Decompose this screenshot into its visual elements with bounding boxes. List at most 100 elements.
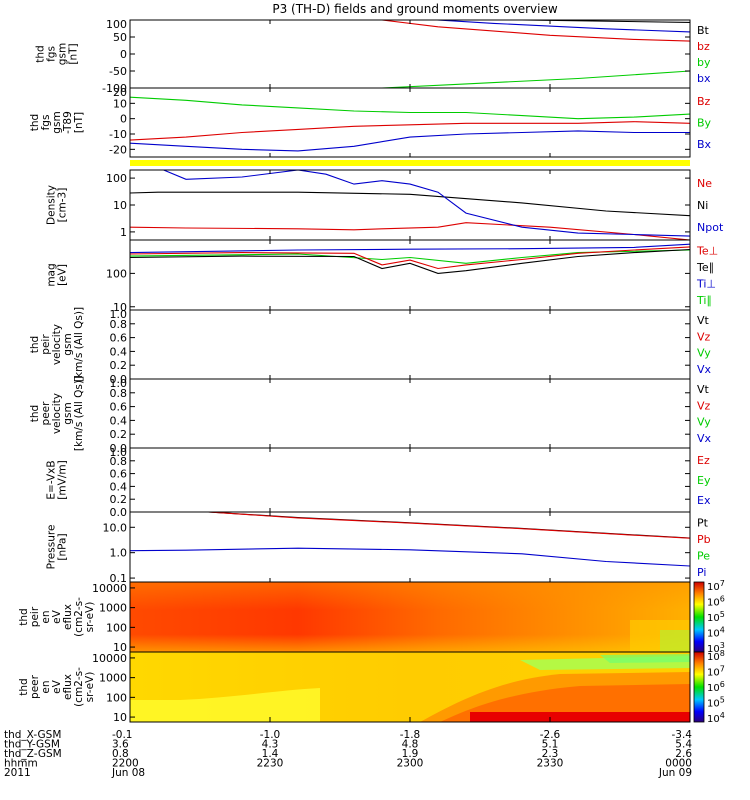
legend-Pe: Pe: [697, 549, 710, 562]
panel-efield: 1.00.80.60.40.20.0 E=-VxB [mV/m] Ez Ey Ex: [46, 446, 711, 519]
ytick-label: -10: [109, 128, 127, 141]
legend-Ez: Ez: [697, 454, 710, 467]
ytick-label: 10: [113, 199, 127, 212]
legend-Vt: Vt: [697, 314, 710, 327]
series-Npot: [163, 170, 690, 237]
xtick-value: 2.3: [542, 748, 559, 760]
xtick-value: 5.1: [542, 739, 559, 751]
series-Te⊥: [130, 246, 690, 270]
xtick-value: 2330: [537, 758, 564, 770]
ylabel-line: en: [40, 680, 52, 693]
ytick-label: 0.0: [110, 506, 128, 519]
series-Ni: [130, 191, 690, 217]
legend-Vy: Vy: [697, 416, 711, 429]
ytick-label: 1.0: [110, 446, 128, 459]
xtick-value: -1.0: [260, 729, 281, 741]
ylabel-line: gsm: [62, 402, 74, 424]
xtick-value: -1.8: [400, 729, 421, 741]
ylabel-line: [km/s (All Qs)]: [73, 376, 85, 451]
ylabel-line: [nPa]: [57, 533, 69, 560]
ylabel-line: thd: [29, 114, 41, 131]
legend-bx: bx: [697, 72, 711, 85]
xtick-value: 4.8: [402, 739, 419, 751]
ytick-label: 10000: [92, 582, 127, 595]
ylabel-line: eflux: [62, 604, 74, 630]
ytick-label: 1: [120, 226, 127, 239]
ylabel-line: velocity: [51, 393, 63, 434]
series-group: [130, 96, 690, 152]
series-group: [371, 20, 690, 88]
ylabel-line: gsm: [57, 43, 69, 65]
colorbar-label: 107: [707, 579, 725, 593]
xtick-value: -2.6: [540, 729, 561, 741]
ytick-label: 0.4: [110, 345, 128, 358]
xtick-value: Jun 08: [111, 767, 145, 779]
xtick-value: 4.3: [262, 739, 279, 751]
ylabel-line: eflux: [62, 674, 74, 700]
ytick-label: 0.2: [110, 359, 128, 372]
xtick-value: 2.6: [675, 748, 692, 760]
ylabel: thd peer velocity gsm [km/s (All Qs)]: [29, 376, 85, 451]
ylabel-line: thd: [18, 678, 30, 695]
ytick-label: 50: [113, 31, 127, 44]
ytick-label: 0: [120, 113, 127, 126]
ytick-label: 100: [106, 18, 127, 31]
ylabel-line: sr-eV): [84, 602, 96, 633]
ytick-label: 100: [106, 172, 127, 185]
legend-Bz: Bz: [697, 95, 711, 108]
spectrogram-peer_en_eflux: 10000 1000 100 10 thd peer en eV eflux (cm2-s-sr-…: [18, 652, 135, 724]
series-Bx: [130, 130, 690, 152]
legend-Vz: Vz: [697, 330, 711, 343]
series-bz: [371, 20, 690, 42]
ylabel-line: peir: [40, 334, 52, 355]
ylabel: Density [cm-3]: [46, 185, 69, 225]
panel-frame: [129, 378, 691, 449]
legend-Bt: Bt: [697, 24, 710, 37]
ylabel-line: eV: [51, 609, 63, 623]
ylabel-line: thd: [35, 45, 47, 62]
ylabel-line: peir: [29, 606, 41, 627]
ylabel-line: thd: [29, 405, 41, 422]
ytick-label: 20: [113, 86, 127, 99]
panel-pressure: 10.0 1.0 0.1 Pressure [nPa] Pt Pb Pe Pi: [46, 511, 711, 585]
ytick-label: 1.0: [110, 308, 128, 321]
series-group: [130, 170, 690, 240]
legend-Vt: Vt: [697, 383, 710, 396]
xtick-value: 1.9: [402, 748, 419, 760]
series-Ne: [130, 222, 690, 240]
series-Bz: [130, 121, 690, 141]
ylabel-line: thd: [29, 336, 41, 353]
xtick-value: 0000: [665, 758, 692, 770]
ytick-label: 0.0: [110, 373, 128, 386]
legend-Vx: Vx: [697, 432, 712, 445]
legend-Te∥: Te∥: [696, 261, 714, 274]
ytick-label: 0.8: [110, 387, 128, 400]
panel-frame: [129, 239, 691, 311]
series-By: [130, 96, 690, 120]
ytick-label: 10: [113, 711, 127, 724]
spectrogram-electron: [129, 651, 691, 723]
ytick-label: 0.0: [110, 442, 128, 455]
ytick-label: 1.0: [110, 547, 128, 560]
legend-Pb: Pb: [697, 533, 711, 546]
colorbar-label: 104: [707, 711, 725, 725]
ytick-label: 0.2: [110, 493, 128, 506]
legend-Ex: Ex: [697, 494, 711, 507]
row-label: thd_Y-GSM: [4, 739, 60, 751]
ytick-label: 10: [113, 97, 127, 110]
series-bx: [428, 20, 690, 33]
colorbar-electron: [693, 651, 705, 723]
panel-frame: [129, 169, 691, 241]
ytick-label: 0.1: [110, 572, 128, 585]
ytick-label: 0.8: [110, 318, 128, 331]
xtick-value: 2230: [257, 758, 284, 770]
ytick-label: 0: [120, 48, 127, 61]
ylabel: mag [eV]: [46, 263, 69, 286]
legend-Ey: Ey: [697, 474, 711, 487]
xtick-value: 2300: [397, 758, 424, 770]
ylabel-line: [nT]: [73, 112, 85, 133]
